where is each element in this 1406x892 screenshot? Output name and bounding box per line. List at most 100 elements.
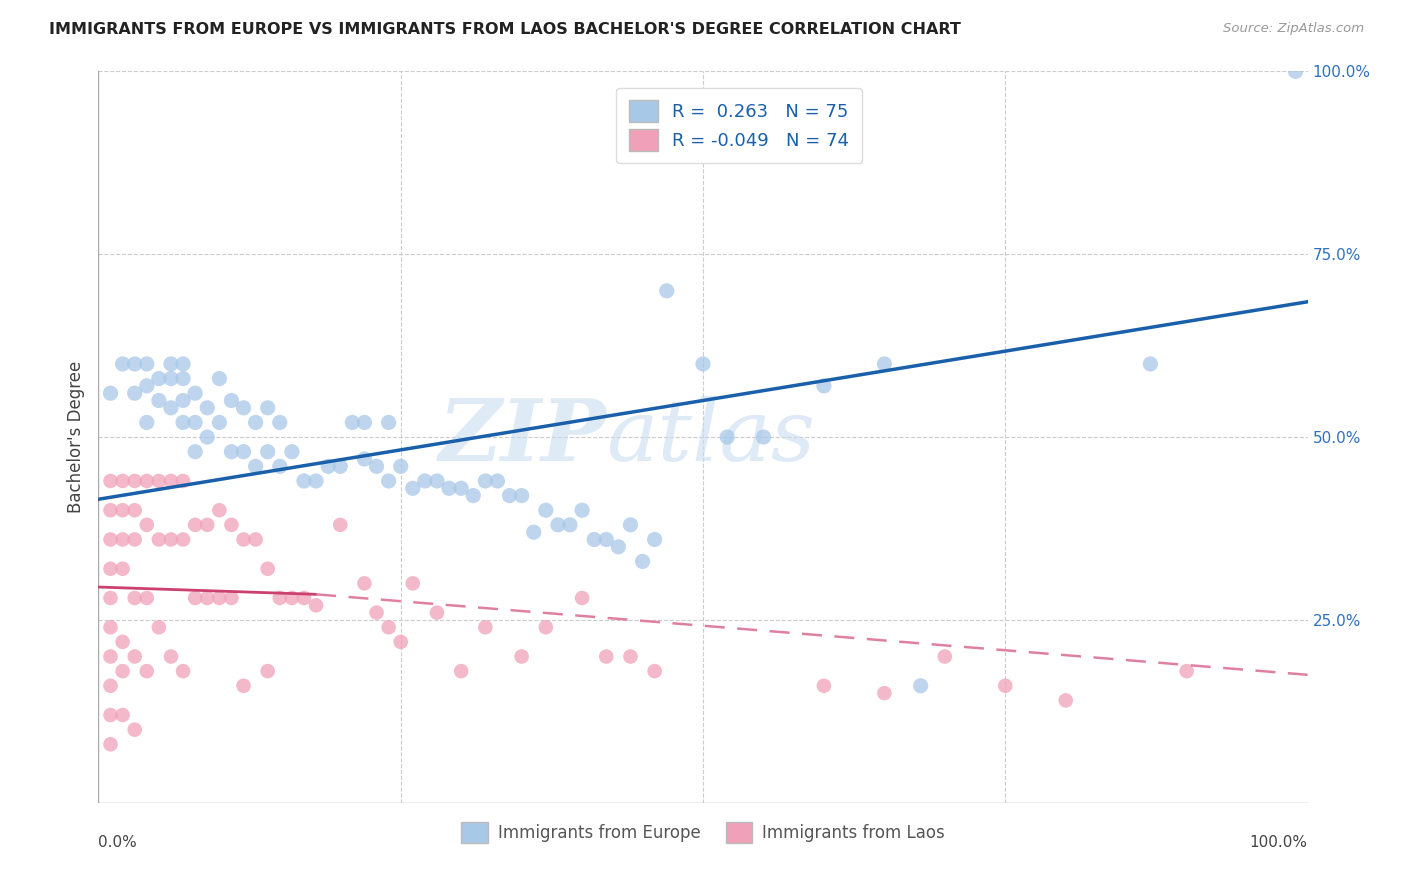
Point (100, 679, 122, 693)
Point (124, 386, 146, 401)
Point (232, 533, 254, 547)
Point (486, 474, 509, 488)
Point (595, 649, 617, 664)
Point (292, 591, 315, 605)
Point (607, 540, 630, 554)
Point (221, 517, 243, 532)
Point (655, 284, 678, 298)
Point (426, 606, 449, 620)
Point (934, 649, 956, 664)
Point (426, 474, 449, 488)
Point (474, 474, 496, 488)
Point (100, 562, 122, 576)
Point (160, 649, 183, 664)
Point (135, 357, 157, 371)
Point (172, 533, 194, 547)
Point (366, 606, 388, 620)
Point (644, 664, 666, 678)
Point (510, 489, 533, 503)
Point (148, 620, 170, 634)
Point (160, 474, 183, 488)
Text: 100.0%: 100.0% (1250, 835, 1308, 850)
Point (160, 401, 183, 415)
Text: IMMIGRANTS FROM EUROPE VS IMMIGRANTS FROM LAOS BACHELOR'S DEGREE CORRELATION CHA: IMMIGRANTS FROM EUROPE VS IMMIGRANTS FRO… (49, 22, 962, 37)
Point (232, 401, 254, 415)
Point (269, 459, 291, 474)
Point (124, 503, 146, 517)
Point (245, 459, 267, 474)
Point (184, 517, 207, 532)
Point (221, 393, 243, 408)
Point (208, 591, 231, 605)
Point (523, 525, 546, 540)
Point (221, 444, 243, 458)
Text: ZIP: ZIP (439, 395, 606, 479)
Point (813, 679, 835, 693)
Point (402, 576, 425, 591)
Point (208, 371, 231, 385)
Point (172, 371, 194, 385)
Point (111, 357, 134, 371)
Point (402, 481, 425, 495)
Point (135, 474, 157, 488)
Point (366, 459, 388, 474)
Point (172, 664, 194, 678)
Point (245, 416, 267, 430)
Point (752, 430, 775, 444)
Point (305, 474, 328, 488)
Point (111, 474, 134, 488)
Point (184, 386, 207, 401)
Point (111, 562, 134, 576)
Point (534, 503, 557, 517)
Point (232, 444, 254, 458)
Point (1139, 357, 1161, 371)
Point (124, 357, 146, 371)
Point (571, 591, 593, 605)
Point (111, 708, 134, 723)
Point (184, 444, 207, 458)
Point (184, 591, 207, 605)
Point (631, 554, 654, 568)
Point (195, 591, 218, 605)
Point (135, 591, 157, 605)
Point (111, 533, 134, 547)
Text: atlas: atlas (606, 396, 815, 478)
Point (100, 386, 122, 401)
Point (100, 474, 122, 488)
Point (111, 635, 134, 649)
Point (100, 591, 122, 605)
Point (329, 459, 352, 474)
Point (124, 591, 146, 605)
Point (353, 452, 375, 467)
Text: 0.0%: 0.0% (98, 835, 138, 850)
Point (1054, 693, 1077, 707)
Point (305, 599, 328, 613)
Point (571, 503, 593, 517)
Point (208, 503, 231, 517)
Text: Source: ZipAtlas.com: Source: ZipAtlas.com (1223, 22, 1364, 36)
Point (377, 416, 399, 430)
Point (316, 459, 339, 474)
Point (873, 357, 896, 371)
Point (148, 371, 170, 385)
Point (100, 737, 122, 751)
Point (160, 533, 183, 547)
Point (232, 679, 254, 693)
Point (534, 620, 557, 634)
Point (595, 533, 617, 547)
Point (269, 416, 291, 430)
Point (474, 620, 496, 634)
Point (716, 430, 738, 444)
Point (813, 379, 835, 393)
Point (619, 649, 641, 664)
Point (100, 708, 122, 723)
Point (353, 416, 375, 430)
Legend: Immigrants from Europe, Immigrants from Laos: Immigrants from Europe, Immigrants from … (454, 815, 952, 849)
Point (111, 664, 134, 678)
Point (184, 416, 207, 430)
Point (256, 401, 278, 415)
Point (256, 444, 278, 458)
Point (547, 517, 569, 532)
Point (281, 591, 304, 605)
Point (873, 686, 896, 700)
